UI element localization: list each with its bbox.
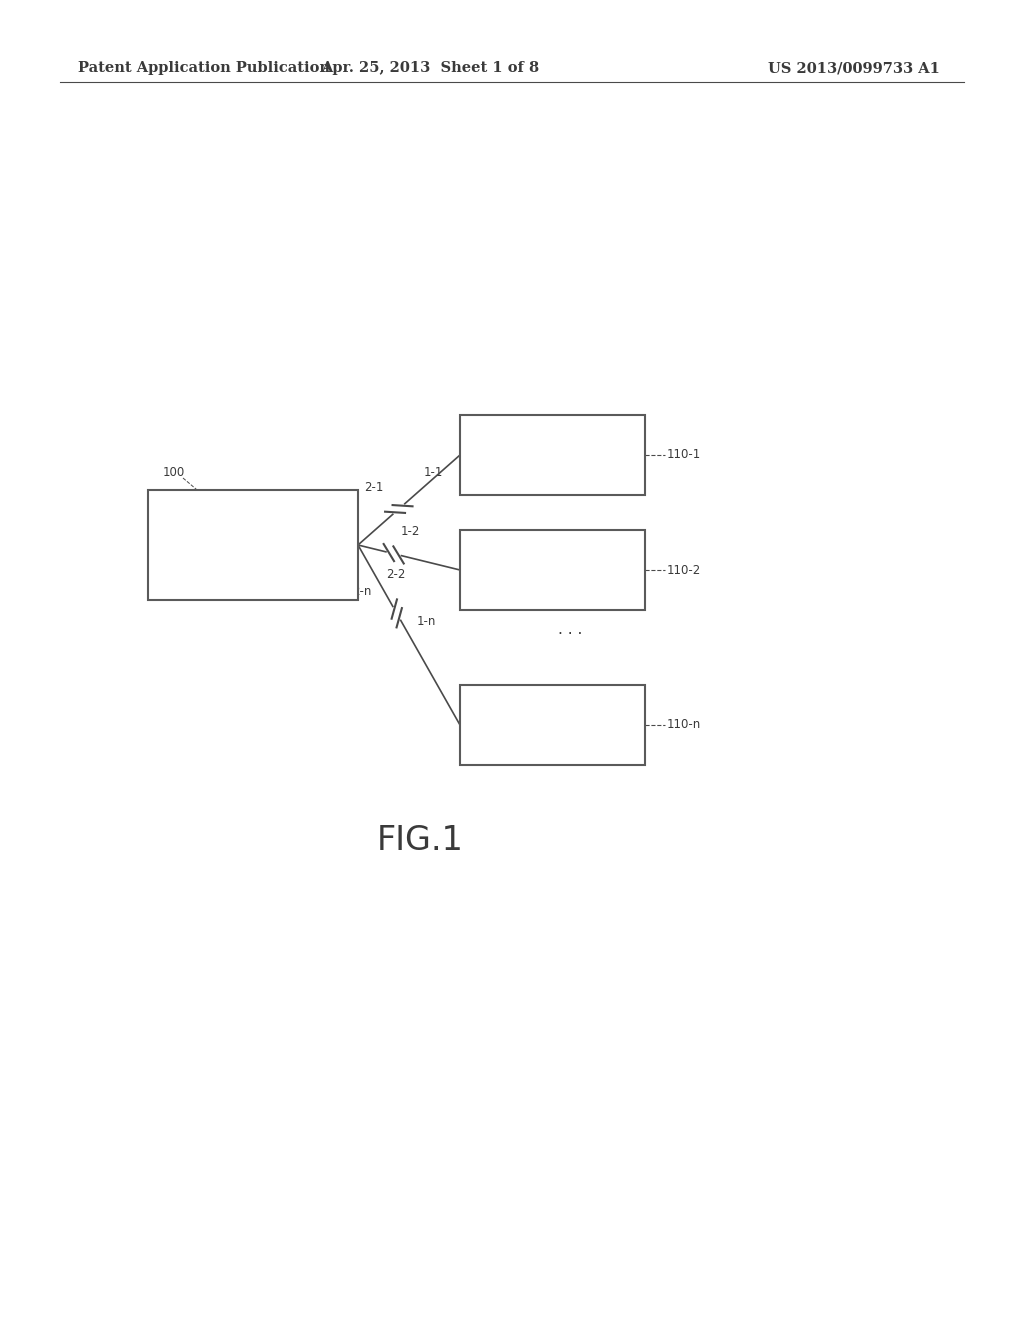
- Text: 2-2: 2-2: [386, 568, 406, 581]
- Text: 1-1: 1-1: [424, 466, 443, 479]
- Text: Patent Application Publication: Patent Application Publication: [78, 61, 330, 75]
- Text: FIG.1: FIG.1: [377, 824, 464, 857]
- Text: WIRELESS POWER
RECEIVER: WIRELESS POWER RECEIVER: [500, 556, 605, 583]
- Text: WIRELESS POWER
RECEIVER: WIRELESS POWER RECEIVER: [500, 441, 605, 469]
- Text: 2-1: 2-1: [364, 480, 383, 494]
- Text: 1-2: 1-2: [400, 525, 420, 539]
- Text: WIRELESS POWER
TRANSMITTER: WIRELESS POWER TRANSMITTER: [200, 531, 306, 558]
- Text: 110-n: 110-n: [667, 718, 701, 731]
- Text: Apr. 25, 2013  Sheet 1 of 8: Apr. 25, 2013 Sheet 1 of 8: [321, 61, 539, 75]
- Text: . . .: . . .: [558, 623, 583, 638]
- Text: 1-n: 1-n: [417, 615, 436, 628]
- Text: 100: 100: [163, 466, 185, 479]
- Bar: [460, 685, 645, 766]
- Text: US 2013/0099733 A1: US 2013/0099733 A1: [768, 61, 940, 75]
- Text: WIRELESS POWER
RECEIVER: WIRELESS POWER RECEIVER: [500, 711, 605, 739]
- Text: 2-n: 2-n: [352, 585, 372, 598]
- Text: 110-1: 110-1: [667, 449, 701, 462]
- Bar: [460, 531, 645, 610]
- Bar: [148, 490, 358, 601]
- Bar: [460, 414, 645, 495]
- Text: 110-2: 110-2: [667, 564, 701, 577]
